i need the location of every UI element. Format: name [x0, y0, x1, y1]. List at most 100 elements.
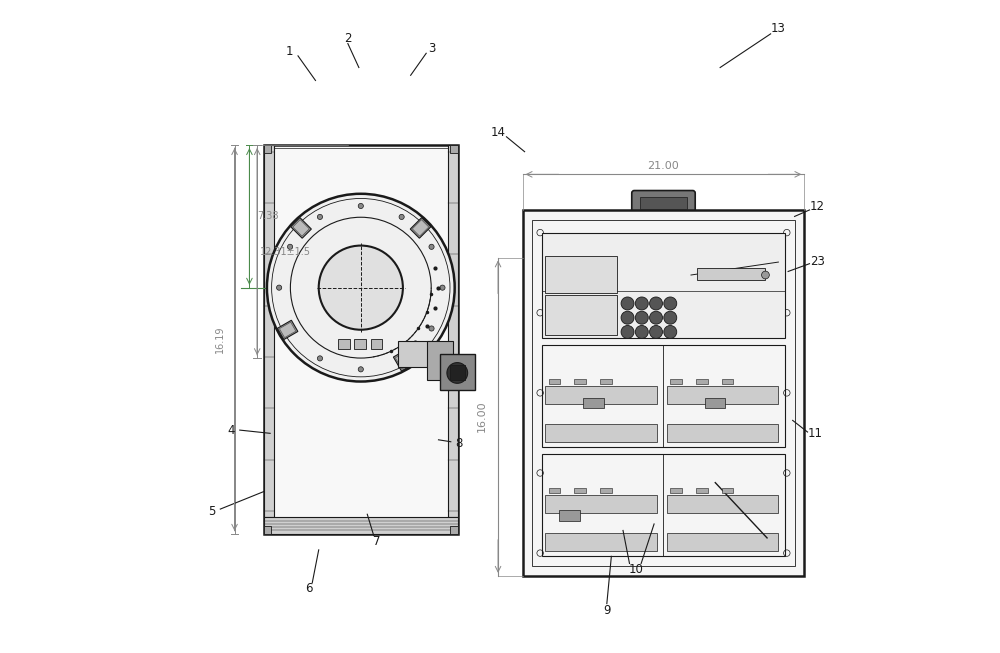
Bar	[440, 354, 475, 390]
Text: 10: 10	[629, 563, 643, 576]
Circle shape	[664, 297, 677, 310]
Bar	[395, 353, 411, 369]
Bar	[705, 398, 725, 409]
Bar	[532, 219, 795, 566]
Bar	[696, 488, 708, 493]
Bar	[398, 342, 437, 367]
Text: 4: 4	[228, 424, 235, 437]
Bar	[354, 339, 366, 349]
Text: 13: 13	[771, 22, 786, 35]
Bar	[427, 342, 453, 380]
Circle shape	[440, 285, 445, 290]
Text: 3: 3	[428, 42, 436, 55]
Bar	[450, 145, 458, 153]
Bar	[545, 295, 617, 335]
Bar	[697, 268, 765, 280]
Bar	[667, 424, 778, 442]
Text: 8: 8	[455, 437, 462, 449]
Circle shape	[635, 297, 648, 310]
Bar	[600, 488, 612, 493]
Bar	[600, 379, 612, 384]
Bar	[696, 379, 708, 384]
Circle shape	[447, 362, 468, 383]
Circle shape	[621, 297, 634, 310]
Bar	[542, 454, 785, 556]
Text: 2: 2	[344, 32, 352, 45]
Bar	[670, 488, 682, 493]
Circle shape	[399, 356, 404, 361]
Circle shape	[664, 311, 677, 324]
Circle shape	[399, 214, 404, 219]
Text: 11: 11	[808, 427, 823, 440]
Bar	[264, 145, 271, 153]
Circle shape	[287, 326, 293, 331]
Bar	[667, 495, 778, 513]
Bar	[264, 526, 271, 534]
Circle shape	[635, 325, 648, 338]
Bar	[264, 145, 458, 534]
Bar	[545, 424, 657, 442]
Circle shape	[319, 246, 403, 330]
Text: 12: 12	[810, 200, 825, 214]
Circle shape	[358, 203, 363, 208]
Circle shape	[650, 325, 663, 338]
Bar	[545, 533, 657, 551]
Text: 14: 14	[491, 126, 506, 139]
Bar	[583, 398, 604, 409]
Circle shape	[650, 311, 663, 324]
Bar	[264, 517, 458, 534]
Bar	[264, 145, 274, 517]
Bar	[450, 526, 458, 534]
Bar	[545, 256, 617, 293]
Text: 23: 23	[810, 255, 825, 268]
Bar	[542, 232, 785, 338]
Text: 1: 1	[286, 45, 293, 58]
Circle shape	[635, 311, 648, 324]
Circle shape	[317, 214, 323, 219]
Text: 16.19: 16.19	[215, 326, 225, 353]
Circle shape	[287, 244, 293, 249]
Circle shape	[621, 325, 634, 338]
Bar	[542, 345, 785, 447]
Circle shape	[358, 367, 363, 372]
Bar	[450, 364, 465, 380]
Bar	[549, 379, 560, 384]
Text: 16.00: 16.00	[477, 401, 487, 432]
Bar	[291, 217, 311, 238]
Bar	[371, 339, 382, 349]
Bar	[412, 219, 429, 236]
Bar	[722, 488, 733, 493]
Text: 9: 9	[603, 603, 611, 616]
Bar	[667, 386, 778, 404]
Text: 12.31±1.5: 12.31±1.5	[260, 247, 311, 257]
Bar	[545, 386, 657, 404]
Bar	[545, 495, 657, 513]
Circle shape	[277, 285, 282, 290]
Bar	[393, 351, 413, 371]
Bar	[722, 379, 733, 384]
Bar	[338, 339, 350, 349]
Circle shape	[762, 271, 769, 279]
Text: 21.00: 21.00	[648, 161, 679, 171]
Bar	[667, 533, 778, 551]
Text: 6: 6	[305, 582, 313, 596]
Circle shape	[317, 356, 323, 361]
Text: 7.38: 7.38	[257, 212, 278, 221]
Bar	[266, 148, 455, 531]
Bar	[448, 145, 458, 517]
Bar	[574, 488, 586, 493]
Circle shape	[429, 244, 434, 249]
Circle shape	[650, 297, 663, 310]
Bar	[277, 320, 298, 340]
Text: 5: 5	[208, 505, 216, 518]
Bar	[523, 210, 804, 576]
Bar	[559, 510, 580, 520]
Bar	[670, 379, 682, 384]
Bar	[574, 379, 586, 384]
Bar	[410, 217, 431, 238]
Text: 7: 7	[373, 535, 381, 548]
FancyBboxPatch shape	[632, 191, 695, 214]
Bar	[640, 197, 687, 209]
Bar	[279, 322, 296, 338]
Circle shape	[429, 326, 434, 331]
